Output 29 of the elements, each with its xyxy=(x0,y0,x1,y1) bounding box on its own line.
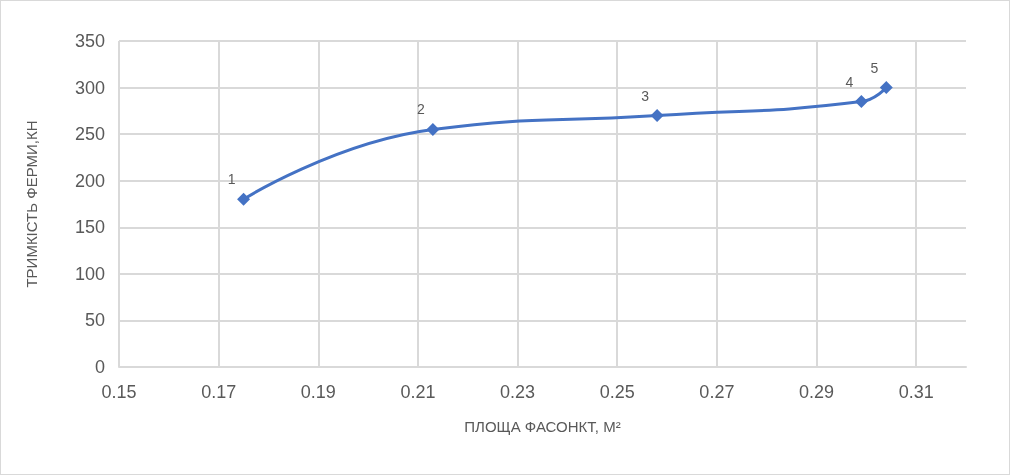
annotation: 3 xyxy=(641,87,650,104)
y-tick-label: 150 xyxy=(74,217,105,238)
x-tick-label: 0.15 xyxy=(101,382,137,402)
point xyxy=(854,95,868,109)
x-tick-label: 0.23 xyxy=(500,382,536,402)
x-tick-label: 0.25 xyxy=(599,382,635,402)
x-axis-title: ПЛОЩА ФАСОНКТ, М² xyxy=(464,418,621,435)
point xyxy=(426,122,440,136)
annotation: 4 xyxy=(845,73,854,90)
y-tick-label: 200 xyxy=(74,170,105,191)
y-tick-label: 100 xyxy=(74,263,105,284)
y-tick-label: 0 xyxy=(94,357,105,377)
x-tick-label: 0.31 xyxy=(898,382,934,402)
x-tick-label: 0.29 xyxy=(799,382,835,402)
x-tick-label: 0.17 xyxy=(201,382,237,402)
annotation: 5 xyxy=(870,59,879,76)
point xyxy=(650,109,664,123)
annotation: 1 xyxy=(227,171,236,188)
y-axis-title: ТРИМКІСТЬ ФЕРМИ,КН xyxy=(23,120,40,288)
annotation: 2 xyxy=(416,101,425,118)
point xyxy=(879,81,893,95)
x-tick-label: 0.21 xyxy=(400,382,436,402)
y-tick-label: 250 xyxy=(74,124,105,145)
y-tick-label: 350 xyxy=(74,31,105,51)
x-tick-label: 0.19 xyxy=(300,382,336,402)
y-tick-label: 50 xyxy=(84,310,105,331)
y-tick-label: 300 xyxy=(74,77,105,98)
x-tick-label: 0.27 xyxy=(699,382,735,402)
point xyxy=(237,192,251,206)
